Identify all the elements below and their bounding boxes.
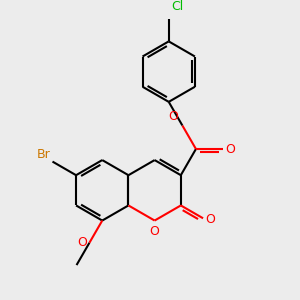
Text: O: O	[226, 142, 236, 155]
Text: O: O	[169, 110, 178, 123]
Text: O: O	[206, 213, 215, 226]
Text: Br: Br	[36, 148, 50, 161]
Text: Cl: Cl	[171, 0, 183, 13]
Text: O: O	[150, 225, 160, 238]
Text: O: O	[77, 236, 87, 249]
